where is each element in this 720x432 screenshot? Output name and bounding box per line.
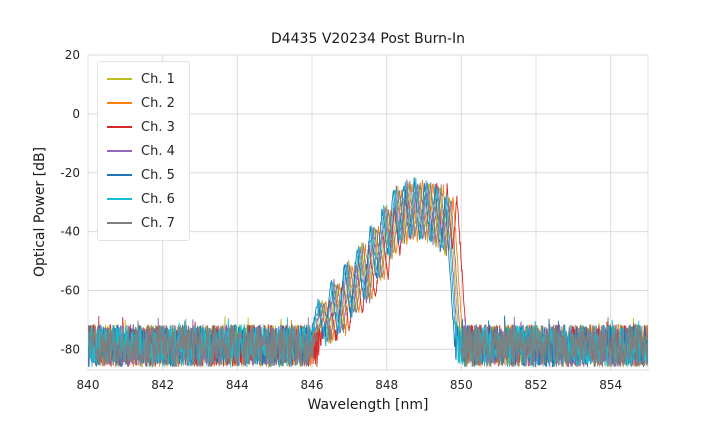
- x-tick-label: 846: [301, 378, 324, 392]
- legend-label: Ch. 3: [141, 119, 175, 135]
- legend-item: Ch. 3: [107, 115, 175, 139]
- x-tick-label: 840: [77, 378, 100, 392]
- x-tick-label: 844: [226, 378, 249, 392]
- legend-item: Ch. 4: [107, 139, 175, 163]
- legend-item: Ch. 1: [107, 67, 175, 91]
- x-tick-label: 852: [525, 378, 548, 392]
- legend-label: Ch. 5: [141, 167, 175, 183]
- tick-labels: 840 842 844 846 848 850 852 854 20 0 -20 -40 -60 -80: [60, 48, 622, 392]
- y-tick-label: 20: [65, 48, 80, 62]
- x-tick-label: 854: [599, 378, 622, 392]
- y-tick-label: -40: [60, 225, 80, 239]
- legend-line-swatch: [107, 126, 132, 128]
- legend-label: Ch. 6: [141, 191, 175, 207]
- y-tick-label: -20: [60, 166, 80, 180]
- legend-label: Ch. 2: [141, 95, 175, 111]
- legend-line-swatch: [107, 78, 132, 80]
- legend-line-swatch: [107, 174, 132, 176]
- legend-line-swatch: [107, 150, 132, 152]
- legend-item: Ch. 2: [107, 91, 175, 115]
- chart-title: D4435 V20234 Post Burn-In: [271, 31, 465, 47]
- y-axis-label: Optical Power [dB]: [32, 147, 48, 277]
- legend-item: Ch. 5: [107, 163, 175, 187]
- legend-line-swatch: [107, 222, 132, 224]
- x-tick-label: 842: [151, 378, 174, 392]
- x-tick-label: 850: [450, 378, 473, 392]
- legend-line-swatch: [107, 102, 132, 104]
- plot-border: [87, 54, 649, 371]
- legend-item: Ch. 7: [107, 211, 175, 235]
- y-tick-label: -60: [60, 284, 80, 298]
- legend-label: Ch. 7: [141, 215, 175, 231]
- legend: Ch. 1 Ch. 2 Ch. 3 Ch. 4 Ch. 5 Ch. 6 Ch. 7: [97, 61, 190, 241]
- y-tick-label: 0: [72, 107, 80, 121]
- legend-line-swatch: [107, 198, 132, 200]
- legend-label: Ch. 1: [141, 71, 175, 87]
- legend-label: Ch. 4: [141, 143, 175, 159]
- series-lines: [88, 177, 648, 369]
- y-tick-label: -80: [60, 342, 80, 356]
- series-line-ch-7: [88, 180, 648, 368]
- legend-item: Ch. 6: [107, 187, 175, 211]
- x-axis-label: Wavelength [nm]: [308, 397, 429, 413]
- x-tick-label: 848: [375, 378, 398, 392]
